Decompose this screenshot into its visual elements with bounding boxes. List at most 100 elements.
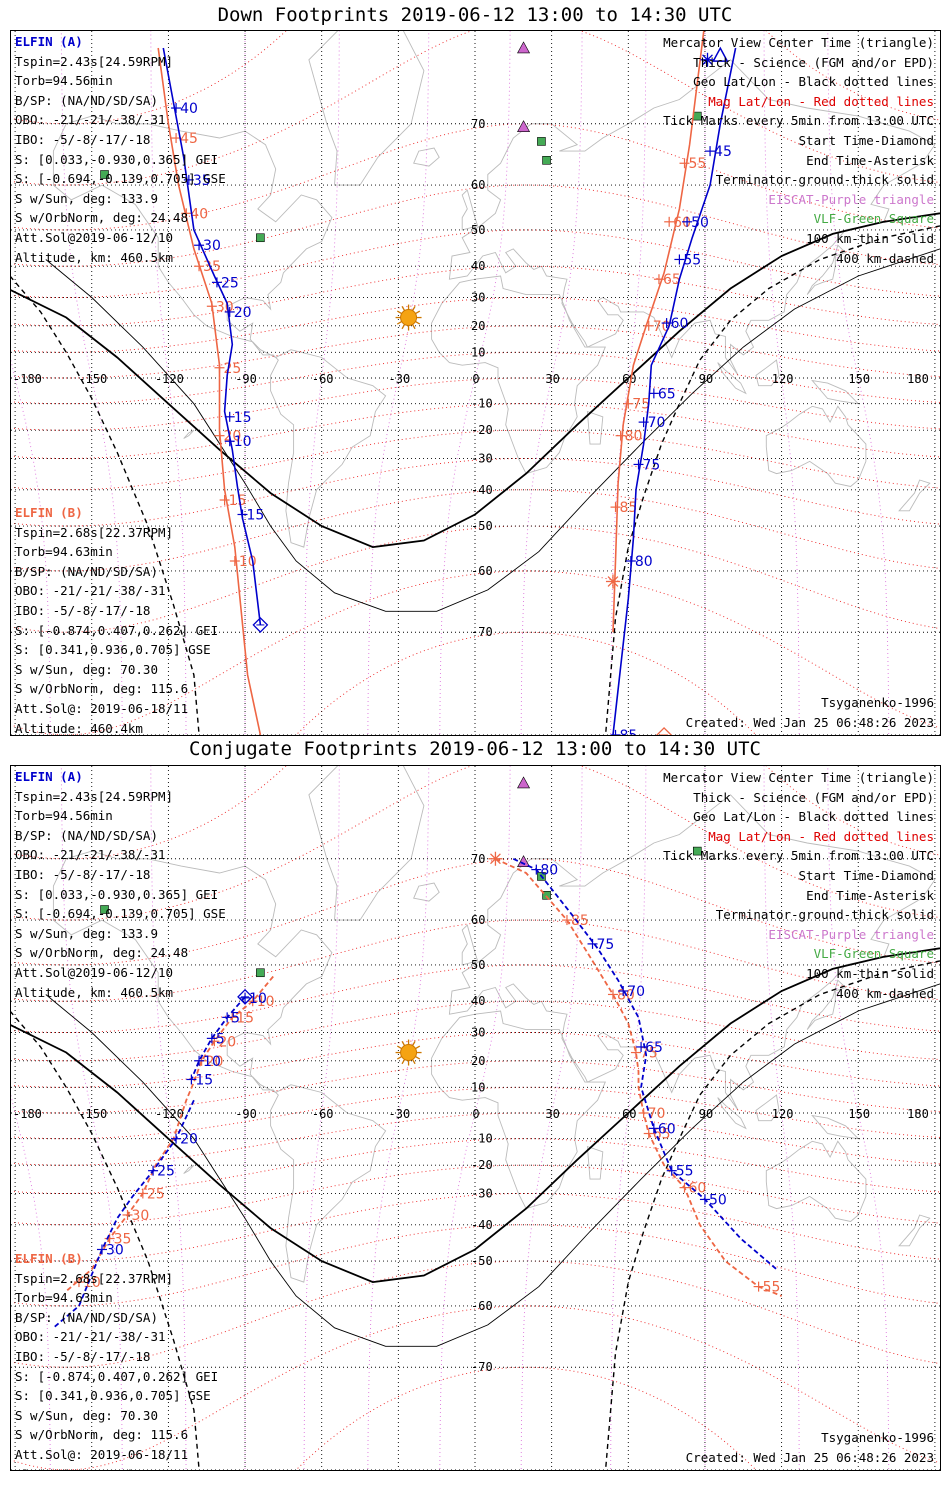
mag-lat-line: [11, 1086, 940, 1140]
legend-item: Start Time-Diamond: [798, 867, 934, 883]
lon-tick-label: -60: [312, 372, 334, 386]
created-timestamp: Created: Wed Jan 25 06:48:26 2023: [685, 1449, 934, 1465]
continent-3: [431, 275, 606, 475]
continent-12: [898, 479, 931, 512]
tick-label: 25: [147, 1186, 165, 1202]
tick-label: 55: [683, 252, 701, 268]
start-diamond-icon: [252, 617, 269, 633]
tick-label: 10: [257, 994, 275, 1010]
tick-label: 40: [180, 101, 198, 117]
lon-tick-label: 90: [699, 1107, 713, 1121]
legend-item: Mag Lat/Lon - Red dotted lines: [708, 93, 934, 109]
continent-9: [755, 359, 780, 387]
continent-5: [413, 147, 440, 167]
legend-item: VLF-Green Square: [813, 211, 934, 227]
tick-label: 80: [635, 554, 653, 570]
lat-tick-label: -60: [471, 1299, 493, 1313]
elfin-a-param: Tspin=2.43s[24.59RPM]: [15, 788, 174, 804]
elfin-b-info: ELFIN (B) Tspin=2.68s[22.37RPM] Torb=94.63…: [15, 1249, 218, 1470]
lon-tick-label: 150: [848, 1107, 870, 1121]
vlf-square-icon: [256, 233, 265, 243]
elfin-b-param: Torb=94.63min: [15, 1290, 113, 1306]
sun-ray: [412, 1059, 416, 1065]
map-panel-down: -180 -150 -120 -90 -60 -30 0 30 60 90 120 150 180 70 6…: [10, 30, 941, 736]
sun-ray: [401, 305, 406, 311]
lon-tick-label: -30: [389, 1107, 411, 1121]
terminator-400km-east: [604, 960, 940, 1470]
elfin-b-header: ELFIN (B): [15, 1251, 83, 1266]
tick-label: 80: [625, 429, 643, 445]
lat-tick-label: -10: [471, 397, 493, 411]
legend-item: Geo Lat/Lon - Black dotted lines: [693, 809, 934, 825]
tick-label: 60: [658, 1121, 676, 1137]
tick-label: 25: [224, 361, 242, 377]
map-canvas: -180 -150 -120 -90 -60 -30 0 30 60 90 120 150 180706…: [11, 766, 940, 1470]
tick-label: 75: [632, 397, 650, 413]
elfin-b-param: IBO: -5/-8/-17/-18: [15, 602, 151, 618]
end-asterisk-icon: [607, 576, 619, 587]
legend-item: Geo Lat/Lon - Black dotted lines: [693, 74, 934, 90]
lat-tick-label: -40: [471, 483, 493, 497]
eiscat-triangle-icon: [517, 855, 531, 868]
lat-tick-label: -60: [471, 564, 493, 578]
eiscat-triangle-icon: [517, 120, 531, 133]
tick-label: 20: [218, 1034, 236, 1050]
geo-grid: [11, 766, 940, 1470]
view-center-triangle-icon: [712, 46, 729, 62]
tick-label: 20: [180, 1132, 198, 1148]
mag-lat-line: [11, 766, 940, 921]
lat-tick-label: 30: [471, 1026, 485, 1040]
tick-label: 55: [763, 1280, 781, 1296]
elfin-a-param: S: [-0.694,-0.139,0.705] GSE: [15, 906, 226, 922]
continent-7: [806, 979, 847, 1030]
lon-tick-label: -90: [235, 1107, 257, 1121]
tick-label: 70: [648, 415, 666, 431]
elfin-a-info: ELFIN (A) Tspin=2.43s[24.59RPM] Torb=94.56…: [15, 767, 226, 1002]
track-elfin-a-line: [190, 996, 246, 1080]
elfin-a-param: OBO: -21/-21/-38/-31: [15, 112, 166, 128]
lat-tick-label: -10: [471, 1132, 493, 1146]
sun-ray: [415, 1055, 421, 1060]
lon-tick-label: -180: [13, 1107, 42, 1121]
axis-labels: -180 -150 -120 -90 -60 -30 0 30 60 90 120 150 180 70 6…: [13, 117, 929, 639]
tick-label: 75: [597, 937, 615, 953]
lat-tick-label: 70: [471, 852, 485, 866]
sun-ray: [415, 320, 421, 325]
elfin-b-param: OBO: -21/-21/-38/-31: [15, 1329, 166, 1345]
elfin-a-param: Altitude, km: 460.5km: [15, 249, 174, 265]
tick-label: 75: [643, 457, 661, 473]
lon-tick-label: 180: [907, 372, 929, 386]
tick-label: 85: [571, 913, 589, 929]
continent-0: [52, 850, 387, 1283]
lat-tick-label: 10: [471, 1080, 485, 1094]
lat-tick-label: -30: [471, 451, 493, 465]
mag-lat-line: [11, 351, 940, 405]
tick-label: 5: [216, 1031, 225, 1047]
continent-1: [308, 766, 425, 921]
lat-tick-label: 10: [471, 345, 485, 359]
elfin-a-param: S w/Sun, deg: 133.9: [15, 925, 158, 941]
eiscat-triangle-icon: [517, 776, 531, 789]
lon-tick-label: 30: [545, 1107, 559, 1121]
legend-item: 100 km-thin solid: [806, 230, 934, 246]
sun-ray: [396, 1055, 402, 1060]
lat-tick-label: 60: [471, 178, 485, 192]
lon-tick-label: 0: [472, 372, 479, 386]
mag-lat-line: [11, 570, 940, 735]
tick-label: 85: [620, 500, 638, 516]
tick-label: 15: [229, 493, 247, 509]
terminator-ground: [11, 947, 940, 1284]
title-down: Down Footprints 2019-06-12 13:00 to 14:3…: [217, 4, 733, 26]
tick-label: 60: [689, 1181, 707, 1197]
legend-item: Terminator-ground-thick solid: [715, 907, 934, 923]
legend-item: Mercator View Center Time (triangle): [663, 35, 934, 50]
tick-label: 20: [234, 305, 252, 321]
lon-tick-label: 180: [907, 1107, 929, 1121]
lon-tick-label: 30: [545, 372, 559, 386]
continent-8: [717, 362, 747, 395]
lat-tick-label: -20: [471, 423, 493, 437]
continent-6: [461, 924, 479, 966]
eiscat-triangle-icon: [517, 41, 531, 54]
footer: Tsyganenko-1996 Created: Wed Jan 25 06:48…: [686, 1428, 934, 1467]
